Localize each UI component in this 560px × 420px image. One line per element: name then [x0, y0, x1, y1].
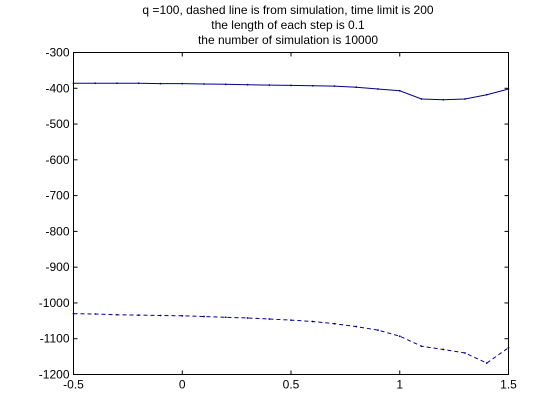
- x-tick-label: 0.5: [283, 378, 300, 392]
- series-point: [464, 352, 466, 354]
- series-point: [485, 362, 488, 364]
- series-point: [116, 313, 118, 316]
- series-point: [333, 322, 336, 325]
- y-tick-label: -1200: [39, 368, 70, 382]
- series-point: [442, 98, 445, 101]
- series-point: [311, 320, 314, 323]
- y-tick-label: -1100: [40, 332, 70, 346]
- series-point: [203, 315, 205, 318]
- series-point: [137, 82, 140, 85]
- series-point: [159, 314, 162, 317]
- x-tick-label: 1: [396, 378, 403, 392]
- series-point: [420, 345, 423, 348]
- x-tick-label: 1.5: [500, 378, 517, 392]
- series-point: [290, 84, 292, 87]
- title-line-2: the length of each step is 0.1: [211, 18, 365, 32]
- series-point: [94, 82, 97, 85]
- series-layer: [72, 82, 510, 364]
- series-point: [268, 84, 271, 86]
- x-tick-label: -0.5: [63, 378, 84, 392]
- y-tick-label: -700: [45, 189, 69, 203]
- series-point: [377, 329, 379, 332]
- series-point: [464, 98, 466, 100]
- series-point: [398, 335, 401, 338]
- series-point: [355, 86, 358, 89]
- series-point: [290, 319, 292, 322]
- y-tick-label: -800: [45, 224, 69, 238]
- series-point: [181, 314, 184, 317]
- y-tick-label: -400: [45, 81, 69, 95]
- series-point: [333, 85, 336, 88]
- y-tick-label: -900: [45, 260, 69, 274]
- y-tick-label: -300: [45, 46, 69, 60]
- series-point: [420, 98, 423, 100]
- x-tick-label: 0: [179, 378, 186, 392]
- title-line-1: q =100, dashed line is from simulation, …: [142, 3, 433, 17]
- series-point: [398, 89, 401, 92]
- series-point: [377, 88, 379, 90]
- series-point: [442, 348, 445, 351]
- series-point: [485, 93, 488, 96]
- series-point: [137, 314, 140, 317]
- series-point: [224, 316, 227, 319]
- series-point: [268, 318, 271, 320]
- series-point: [181, 82, 184, 85]
- series-point: [246, 317, 249, 319]
- series-point: [203, 83, 205, 85]
- plot-frame: [73, 52, 509, 375]
- tick-labels: -0.5 0 0.5 1 1.5 -300 -400 -500 -600 -700 -800 -900…: [39, 46, 517, 392]
- series-point: [116, 82, 118, 85]
- series-point: [355, 325, 358, 328]
- title-line-3: the number of simulation is 10000: [198, 33, 378, 47]
- y-tick-label: -500: [45, 117, 69, 131]
- series-point: [224, 83, 227, 86]
- series-point: [311, 84, 314, 87]
- y-tick-label: -600: [45, 153, 69, 167]
- series-point: [94, 313, 97, 315]
- series-point: [246, 83, 249, 86]
- series-point: [159, 82, 162, 85]
- y-tick-label: -1000: [39, 296, 70, 310]
